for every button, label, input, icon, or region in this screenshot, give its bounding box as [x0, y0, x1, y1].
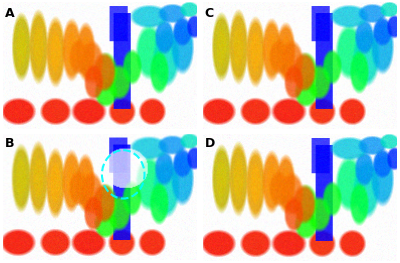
Text: B: B	[5, 137, 14, 150]
Text: D: D	[205, 137, 215, 150]
Text: C: C	[205, 7, 214, 19]
Text: A: A	[5, 7, 14, 19]
